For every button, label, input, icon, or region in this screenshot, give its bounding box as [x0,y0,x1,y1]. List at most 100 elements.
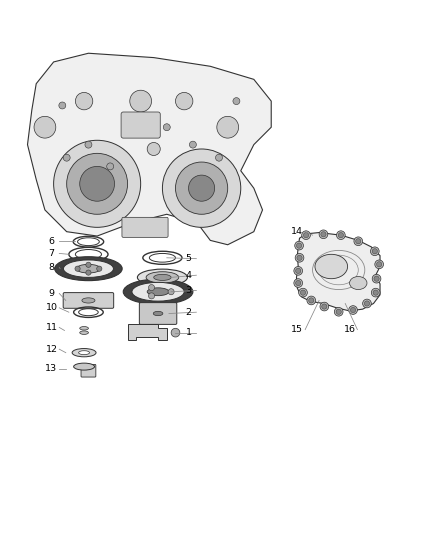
Ellipse shape [138,269,187,286]
FancyBboxPatch shape [63,293,114,308]
Circle shape [75,92,93,110]
Text: 11: 11 [46,323,57,332]
Circle shape [294,279,303,287]
Ellipse shape [123,279,193,304]
Circle shape [334,308,343,316]
Circle shape [147,142,160,156]
Circle shape [363,299,371,308]
Circle shape [302,231,311,239]
Circle shape [168,289,174,295]
Circle shape [188,175,215,201]
Ellipse shape [77,264,100,273]
Ellipse shape [79,351,89,354]
Ellipse shape [154,274,171,280]
Ellipse shape [72,349,96,357]
Circle shape [130,90,152,112]
Circle shape [371,288,380,297]
Circle shape [356,239,361,244]
Text: 12: 12 [46,345,57,354]
Circle shape [374,276,379,281]
Text: 4: 4 [186,271,191,280]
FancyBboxPatch shape [81,365,96,377]
Circle shape [300,290,306,295]
Circle shape [372,274,381,283]
Circle shape [319,230,328,239]
Circle shape [163,124,170,131]
Circle shape [336,231,345,239]
Ellipse shape [80,327,88,330]
Circle shape [148,285,155,290]
Text: 14: 14 [291,227,304,236]
Circle shape [377,262,382,267]
Text: 1: 1 [186,328,191,337]
Ellipse shape [350,277,367,289]
Circle shape [372,249,378,254]
Circle shape [189,141,196,148]
FancyBboxPatch shape [122,217,168,237]
Circle shape [375,260,384,269]
Circle shape [349,305,357,314]
Circle shape [215,154,223,161]
Circle shape [107,163,114,170]
Circle shape [34,116,56,138]
Ellipse shape [64,260,113,277]
Circle shape [294,266,303,275]
Text: 7: 7 [49,249,54,258]
Circle shape [336,309,341,314]
Circle shape [350,308,356,313]
Circle shape [297,243,302,248]
Circle shape [371,247,379,256]
Circle shape [176,162,228,214]
Ellipse shape [132,282,184,301]
Circle shape [295,254,304,262]
FancyBboxPatch shape [139,303,177,325]
Ellipse shape [55,257,122,281]
Polygon shape [28,53,271,245]
Circle shape [80,166,115,201]
Circle shape [321,232,326,237]
Circle shape [338,232,343,238]
Text: 2: 2 [186,308,191,317]
Ellipse shape [80,331,88,334]
Circle shape [53,140,141,228]
Ellipse shape [146,272,179,283]
Circle shape [296,280,301,286]
Circle shape [86,270,91,275]
Circle shape [373,290,378,295]
Ellipse shape [74,363,95,370]
Circle shape [75,266,80,271]
Circle shape [354,237,363,246]
Text: 6: 6 [49,237,54,246]
Circle shape [171,328,180,337]
Ellipse shape [82,298,95,303]
Circle shape [322,304,327,309]
Text: 9: 9 [49,289,54,298]
Text: 10: 10 [46,303,57,312]
Ellipse shape [315,254,348,279]
Circle shape [63,154,70,161]
Circle shape [162,149,241,228]
Circle shape [295,241,304,250]
Circle shape [296,268,301,273]
Text: 15: 15 [291,325,304,334]
Text: 8: 8 [49,263,54,272]
Text: 3: 3 [185,286,191,295]
Text: 16: 16 [343,325,356,334]
Text: 5: 5 [186,254,191,263]
Circle shape [307,296,316,305]
Polygon shape [297,232,380,311]
Circle shape [85,141,92,148]
Polygon shape [127,324,167,341]
Circle shape [364,301,370,306]
Circle shape [299,288,307,297]
Circle shape [297,255,302,261]
Circle shape [217,116,239,138]
Circle shape [320,302,328,311]
Ellipse shape [153,311,163,316]
Circle shape [97,266,102,271]
Circle shape [309,298,314,303]
Circle shape [304,232,309,238]
Text: 13: 13 [46,364,57,373]
Circle shape [86,262,91,268]
Ellipse shape [147,288,169,296]
